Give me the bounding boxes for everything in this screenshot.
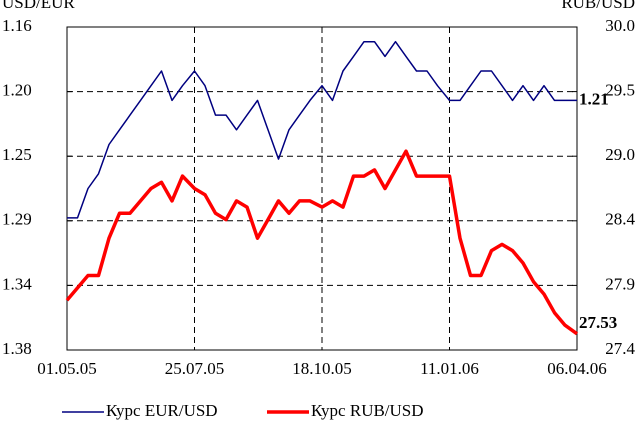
y-axis-label: USD/EUR <box>2 0 75 12</box>
y2-tick-label: 28.4 <box>605 210 635 229</box>
y2-tick-label: 27.4 <box>605 339 635 358</box>
y-tick-label: 1.38 <box>2 339 32 358</box>
y2-tick-label: 29.0 <box>605 145 635 164</box>
y-tick-label: 1.34 <box>2 274 32 293</box>
x-tick-label: 18.10.05 <box>292 359 352 378</box>
y-tick-label: 1.25 <box>2 145 32 164</box>
x-tick-label: 01.05.05 <box>37 359 97 378</box>
x-tick-label: 25.07.05 <box>165 359 225 378</box>
y2-tick-label: 27.9 <box>605 274 635 293</box>
series-line <box>65 149 579 336</box>
y2-axis-label: RUB/USD <box>561 0 635 12</box>
end-label: 1.21 <box>579 89 609 108</box>
x-tick-label: 11.01.06 <box>420 359 479 378</box>
series-line <box>67 40 577 219</box>
y2-tick-label: 30.0 <box>605 16 635 35</box>
end-label: 27.53 <box>579 313 617 332</box>
y-tick-label: 1.29 <box>2 210 32 229</box>
x-tick-label: 06.04.06 <box>547 359 607 378</box>
y-tick-label: 1.20 <box>2 81 32 100</box>
y2-tick-label: 29.5 <box>605 81 635 100</box>
legend-label: Курс EUR/USD <box>106 401 218 420</box>
y-tick-label: 1.16 <box>2 16 32 35</box>
legend-label: Курс RUB/USD <box>311 401 424 420</box>
